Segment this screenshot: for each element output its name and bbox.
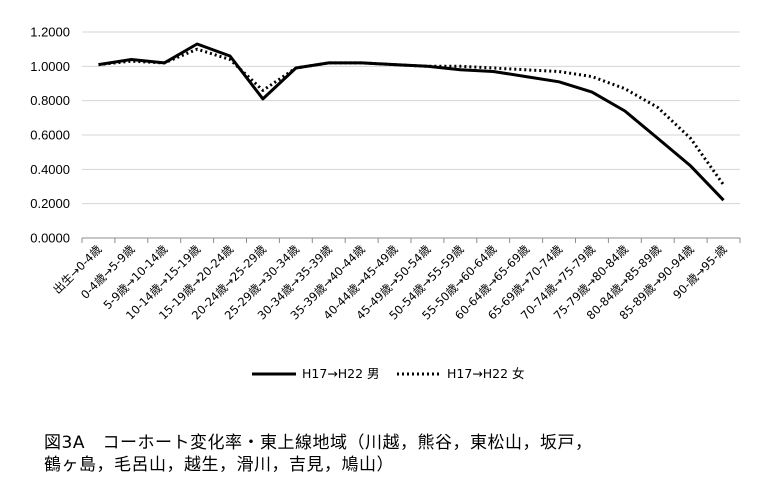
- caption-line-1: 図3A コーホート変化率・東上線地域（川越，熊谷，東松山，坂戸，: [44, 433, 593, 453]
- y-tick-label: 0.8000: [30, 93, 70, 108]
- figure-caption: 図3A コーホート変化率・東上線地域（川越，熊谷，東松山，坂戸， 鶴ヶ島，毛呂山…: [44, 432, 744, 476]
- series-line-female: [98, 47, 725, 186]
- series-line-male: [98, 42, 725, 202]
- y-tick-label: 0.0000: [30, 231, 70, 246]
- legend-label-female: H17→H22 女: [447, 366, 525, 381]
- y-tick-label: 1.0000: [30, 59, 70, 74]
- line-chart: 0.0000 0.2000 0.4000 0.6000 0.8000 1.0000 1.20…: [30, 25, 741, 381]
- y-tick-label: 0.6000: [30, 128, 70, 143]
- y-tick-label: 0.4000: [30, 162, 70, 177]
- legend-label-male: H17→H22 男: [302, 366, 380, 381]
- gridlines: [82, 31, 740, 239]
- y-tick-label: 0.2000: [30, 196, 70, 211]
- x-axis-ticks: 出生→0-4歳0-4歳→5-9歳5-9歳→10-14歳10-14歳→15-19歳…: [50, 238, 741, 322]
- y-axis-ticks: 0.0000 0.2000 0.4000 0.6000 0.8000 1.0000 1.20…: [30, 25, 70, 246]
- y-tick-label: 1.2000: [30, 25, 70, 40]
- legend: H17→H22 男 H17→H22 女: [252, 366, 525, 381]
- caption-line-2: 鶴ヶ島，毛呂山，越生，滑川，吉見，鳩山）: [44, 455, 394, 475]
- plot-series: [98, 42, 725, 202]
